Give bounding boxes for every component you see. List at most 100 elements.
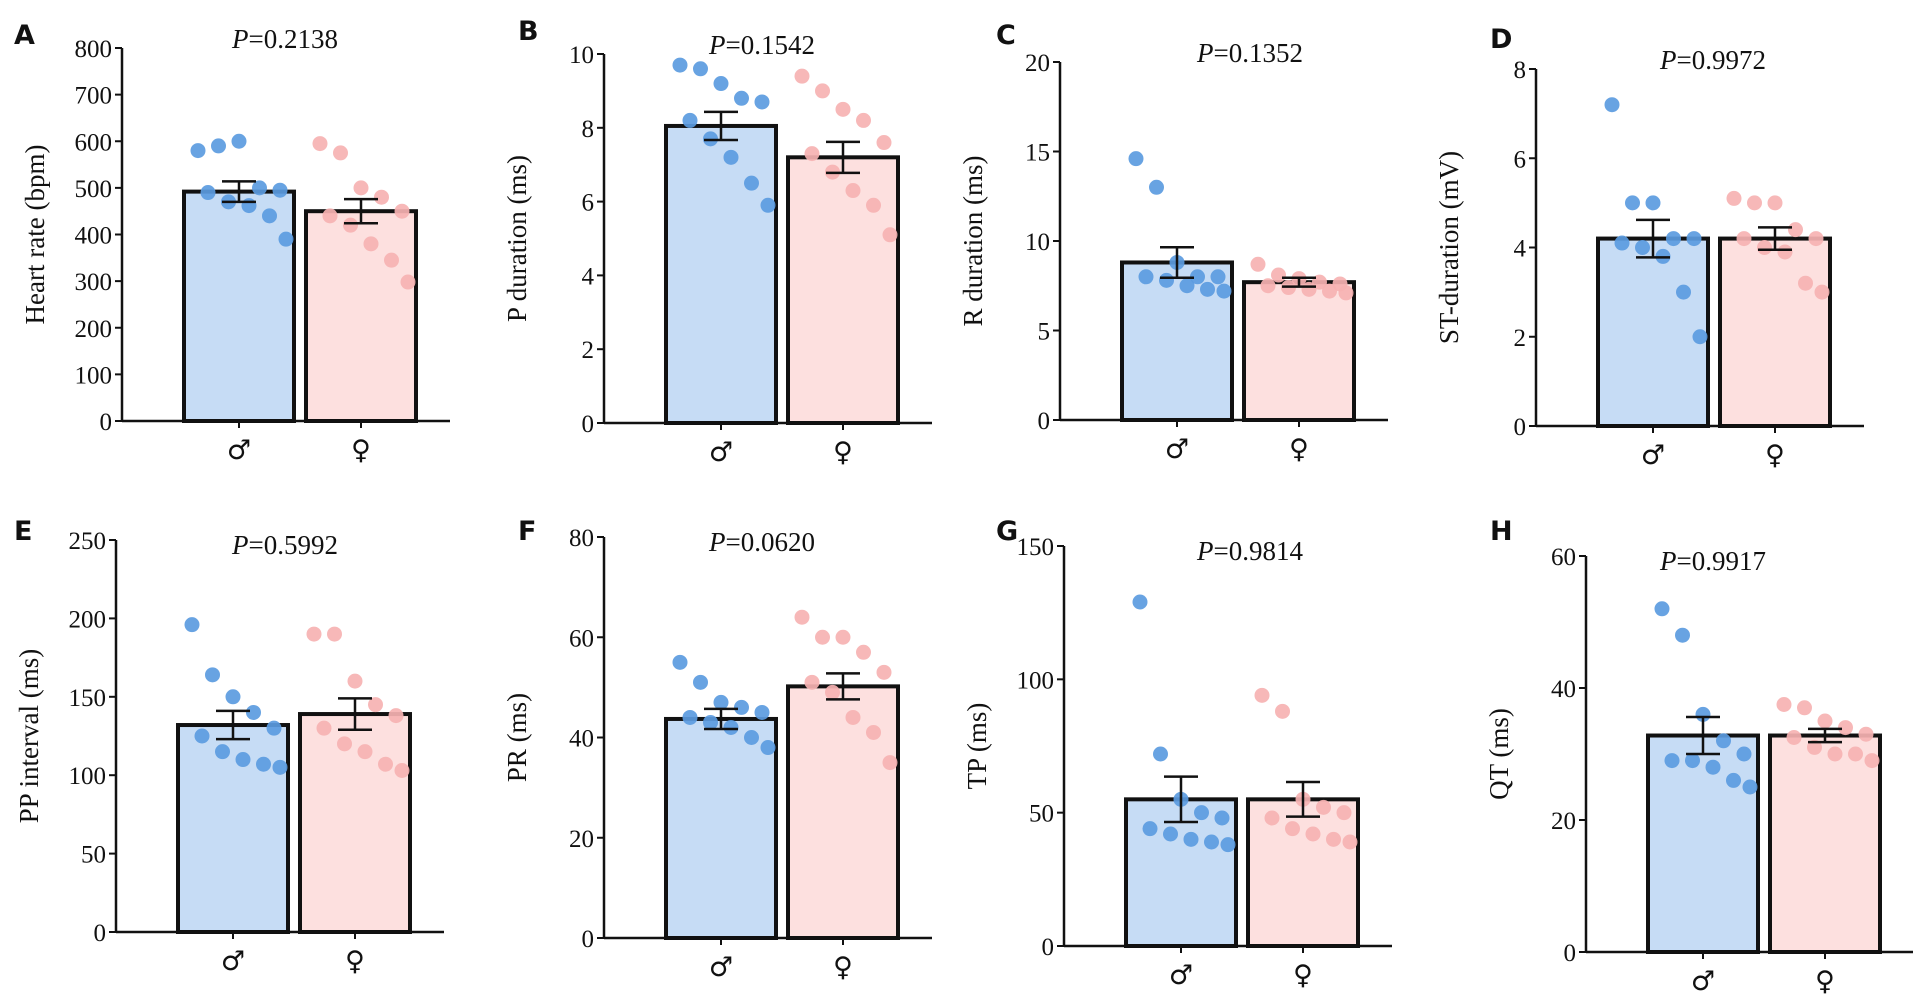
panel-a-y-tick-label: 500: [75, 176, 113, 203]
panel-d-point-female: [1726, 190, 1742, 206]
panel-f-point-female: [845, 709, 861, 725]
panel-b-point-female: [845, 183, 861, 199]
panel-a-point-female: [384, 252, 399, 268]
panel-g-y-tick-label: 100: [1017, 667, 1055, 694]
panel-e-point-male: [215, 744, 230, 760]
panel-g-point-male: [1132, 594, 1148, 610]
panel-a-x-label-male: ♂: [227, 435, 251, 466]
panel-f-point-male: [760, 740, 776, 756]
panel-f-point-female: [794, 609, 810, 625]
panel-d-point-male: [1635, 240, 1650, 255]
panel-g-y-tick-label: 150: [1017, 534, 1055, 561]
panel-d-point-female: [1808, 231, 1824, 247]
panel-d-point-male: [1666, 231, 1681, 247]
panel-d-p-value: P=0.9972: [1659, 45, 1766, 75]
panel-e-point-male: [205, 667, 220, 683]
panel-b-point-female: [856, 112, 871, 128]
panel-c-y-tick-label: 5: [1038, 319, 1051, 346]
panel-b-x-label-female: ♀: [833, 437, 853, 468]
panel-g-x-label-female: ♀: [1293, 960, 1313, 991]
panel-g-point-female: [1275, 703, 1290, 719]
panel-b-y-axis-label: P duration (ms): [502, 155, 532, 322]
panel-e-point-male: [266, 720, 282, 736]
panel-d-point-female: [1798, 275, 1813, 291]
panel-e-p-value: P=0.5992: [231, 530, 338, 560]
panel-b-point-male: [754, 94, 770, 110]
panel-h-x-label-female: ♀: [1815, 966, 1835, 997]
panel-d-x-label-male: ♂: [1641, 440, 1665, 471]
panel-a-point-male: [262, 208, 277, 224]
panel-a-y-tick-label: 800: [75, 36, 113, 63]
panel-a-point-female: [312, 136, 328, 152]
panel-e-point-male: [194, 728, 210, 744]
panel-h-y-tick-label: 60: [1551, 544, 1576, 571]
panel-e-y-tick-label: 100: [69, 763, 107, 790]
panel-d-point-female: [1814, 284, 1830, 300]
panel-e-point-female: [394, 762, 410, 778]
panel-c-p-value: P=0.1352: [1196, 38, 1303, 68]
panel-c-point-female: [1271, 267, 1286, 283]
panel-a-point-male: [231, 133, 247, 149]
panel-a-point-male: [190, 143, 206, 159]
panel-b-y-tick-label: 4: [582, 263, 595, 290]
panel-e-y-tick-label: 0: [94, 920, 107, 947]
panel-f-point-male: [744, 730, 759, 745]
panel-f-point-male: [672, 654, 688, 670]
panel-e-point-female: [368, 697, 383, 713]
panel-g-point-female: [1264, 810, 1280, 826]
panel-d-point-male: [1604, 97, 1620, 113]
panel-c-bar-female: [1242, 280, 1356, 423]
panel-g-point-male: [1153, 746, 1168, 762]
panel-a-point-female: [374, 189, 389, 205]
panel-e-y-tick-label: 150: [69, 685, 107, 712]
panel-c-y-tick-label: 10: [1025, 229, 1050, 256]
panel-c-x-label-female: ♀: [1289, 434, 1309, 465]
panel-f-point-male: [682, 709, 698, 725]
panel-c-point-male: [1159, 272, 1174, 288]
panel-g-point-female: [1285, 821, 1300, 837]
panel-h-bar-female: [1768, 733, 1882, 955]
panel-h-x-label-male: ♂: [1691, 966, 1715, 997]
panel-c-point-male: [1200, 281, 1215, 297]
panel-e-point-male: [184, 617, 200, 633]
panel-h-y-tick-label: 40: [1551, 676, 1576, 703]
panel-c-x-label-male: ♂: [1165, 434, 1189, 465]
panel-b-bar-male: [664, 123, 778, 426]
panel-d-point-male: [1676, 284, 1691, 300]
panel-f-y-tick-label: 80: [569, 525, 594, 552]
panel-f-point-female: [815, 629, 830, 645]
panel-b-point-male: [760, 197, 776, 213]
panel-a-bar-female: [304, 209, 418, 423]
panel-b-point-male: [723, 149, 739, 165]
panel-c-point-female: [1260, 278, 1276, 294]
panel-f-bar-male: [664, 716, 778, 940]
panel-b-point-female: [815, 83, 830, 99]
panel-c-y-tick-label: 20: [1025, 50, 1050, 77]
panel-g-point-female: [1326, 831, 1341, 847]
panel-a-y-tick-label: 100: [75, 362, 113, 389]
panel-c-point-male: [1138, 269, 1154, 285]
panel-c-point-male: [1149, 179, 1164, 195]
panel-g-point-female: [1316, 799, 1331, 815]
panel-f-point-female: [866, 724, 881, 740]
panel-d-point-female: [1747, 195, 1762, 211]
panel-h-bar-male: [1646, 733, 1760, 955]
panel-a-y-tick-label: 300: [75, 269, 113, 296]
panel-c-point-male: [1216, 283, 1232, 299]
panel-a-point-male: [278, 231, 294, 247]
panel-a-point-female: [333, 145, 348, 161]
panel-c-point-female: [1301, 281, 1317, 297]
panel-d-point-male: [1614, 235, 1630, 251]
panel-b-y-tick-label: 6: [582, 190, 595, 217]
panel-a-letter: A: [14, 20, 35, 51]
panel-d-point-female: [1736, 231, 1752, 247]
panel-f-p-value: P=0.0620: [708, 527, 815, 557]
panel-g-point-male: [1163, 826, 1178, 842]
panel-h-point-male: [1705, 759, 1721, 775]
panel-g-y-tick-label: 50: [1029, 801, 1054, 828]
panel-a-p-value: P=0.2138: [231, 24, 338, 54]
panel-d-point-male: [1625, 195, 1640, 211]
panel-f-point-male: [723, 719, 739, 735]
panel-g-point-male: [1194, 805, 1209, 821]
panel-h-p-value: P=0.9917: [1659, 546, 1766, 576]
